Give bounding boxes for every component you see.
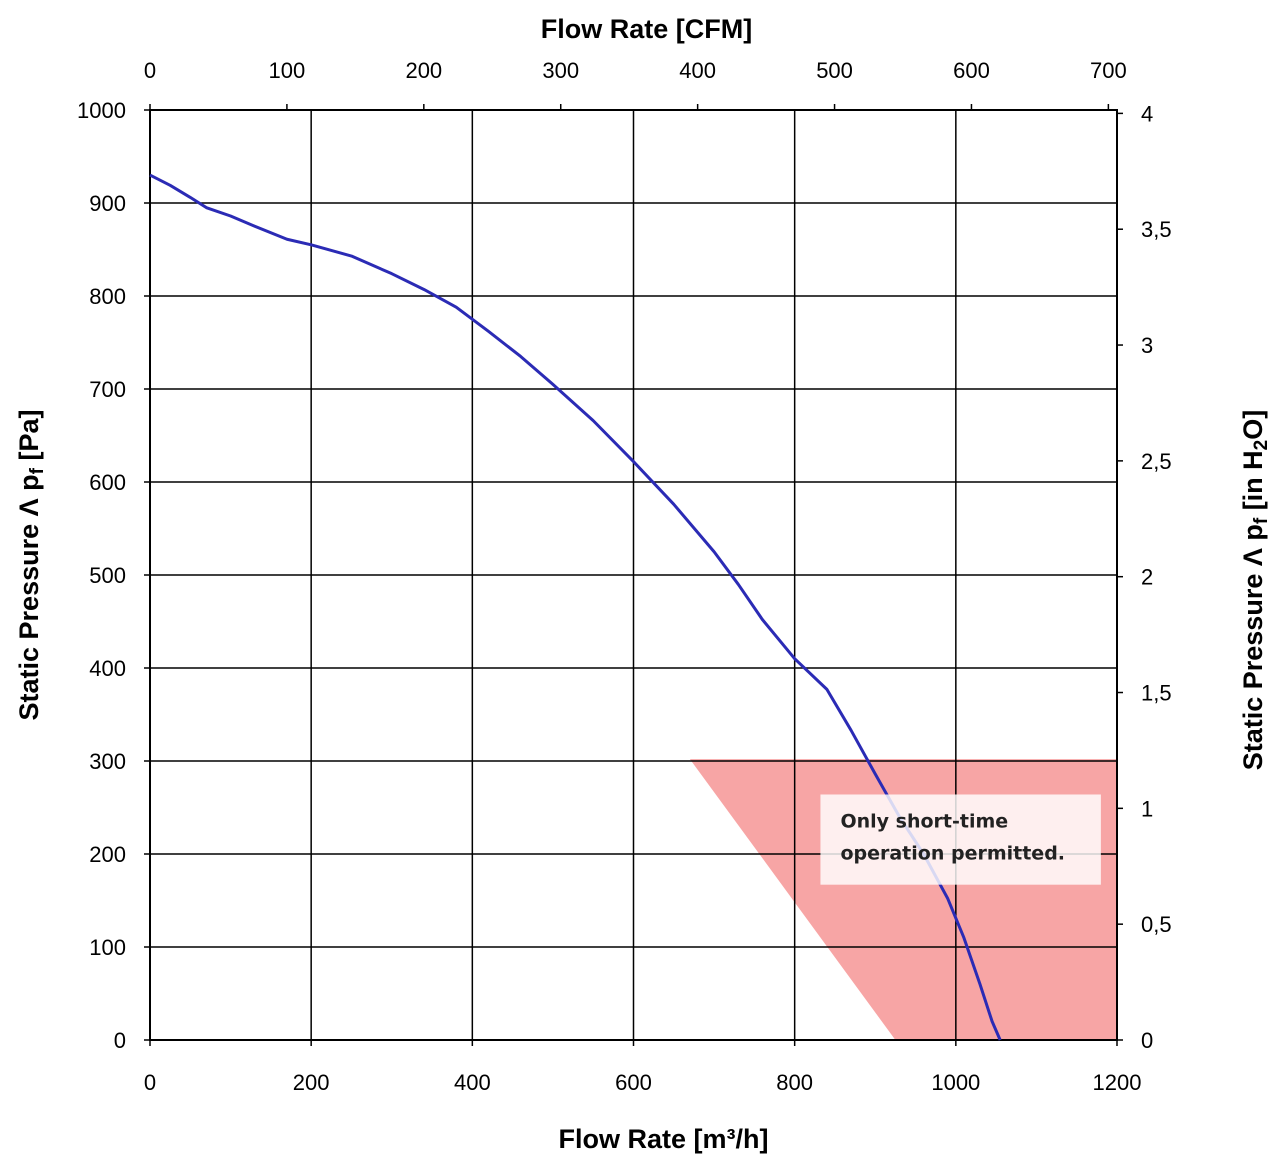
annotation-text: operation permitted. xyxy=(840,842,1065,864)
top-tick-label: 700 xyxy=(1090,58,1127,83)
left-tick-label: 100 xyxy=(89,935,126,960)
bottom-tick-label: 400 xyxy=(454,1070,491,1095)
left-tick-label: 600 xyxy=(89,470,126,495)
bottom-tick-label: 600 xyxy=(615,1070,652,1095)
right-tick-label: 1 xyxy=(1141,796,1153,821)
top-tick-label: 600 xyxy=(953,58,990,83)
bottom-axis-title: Flow Rate [m³/h] xyxy=(559,1124,769,1154)
top-tick-label: 100 xyxy=(269,58,306,83)
right-tick-label: 2,5 xyxy=(1141,449,1172,474)
annotation-box xyxy=(820,794,1101,885)
left-tick-label: 200 xyxy=(89,842,126,867)
bottom-tick-label: 800 xyxy=(776,1070,813,1095)
right-tick-label: 1,5 xyxy=(1141,681,1172,706)
annotation-text: Only short-time xyxy=(840,810,1008,832)
right-tick-label: 0,5 xyxy=(1141,912,1172,937)
top-tick-label: 0 xyxy=(144,58,156,83)
bottom-tick-label: 200 xyxy=(293,1070,330,1095)
left-tick-label: 0 xyxy=(114,1028,126,1053)
right-tick-label: 2 xyxy=(1141,565,1153,590)
left-tick-label: 500 xyxy=(89,563,126,588)
bottom-tick-label: 1200 xyxy=(1093,1070,1142,1095)
bottom-tick-label: 1000 xyxy=(931,1070,980,1095)
left-tick-label: 400 xyxy=(89,656,126,681)
right-tick-label: 3,5 xyxy=(1141,217,1172,242)
left-tick-label: 1000 xyxy=(77,98,126,123)
top-axis-title: Flow Rate [CFM] xyxy=(541,14,752,44)
top-tick-label: 300 xyxy=(542,58,579,83)
top-tick-label: 500 xyxy=(816,58,853,83)
right-tick-label: 4 xyxy=(1141,101,1153,126)
bottom-tick-label: 0 xyxy=(144,1070,156,1095)
left-tick-label: 300 xyxy=(89,749,126,774)
right-axis-title: Static Pressure Λ pf [in H2O] xyxy=(1238,410,1272,771)
left-tick-label: 700 xyxy=(89,377,126,402)
top-tick-label: 200 xyxy=(405,58,442,83)
left-tick-label: 800 xyxy=(89,284,126,309)
right-tick-label: 3 xyxy=(1141,333,1153,358)
left-axis-title: Static Pressure Λ pf [Pa] xyxy=(14,410,48,721)
top-tick-label: 400 xyxy=(679,58,716,83)
right-tick-label: 0 xyxy=(1141,1028,1153,1053)
left-tick-label: 900 xyxy=(89,191,126,216)
